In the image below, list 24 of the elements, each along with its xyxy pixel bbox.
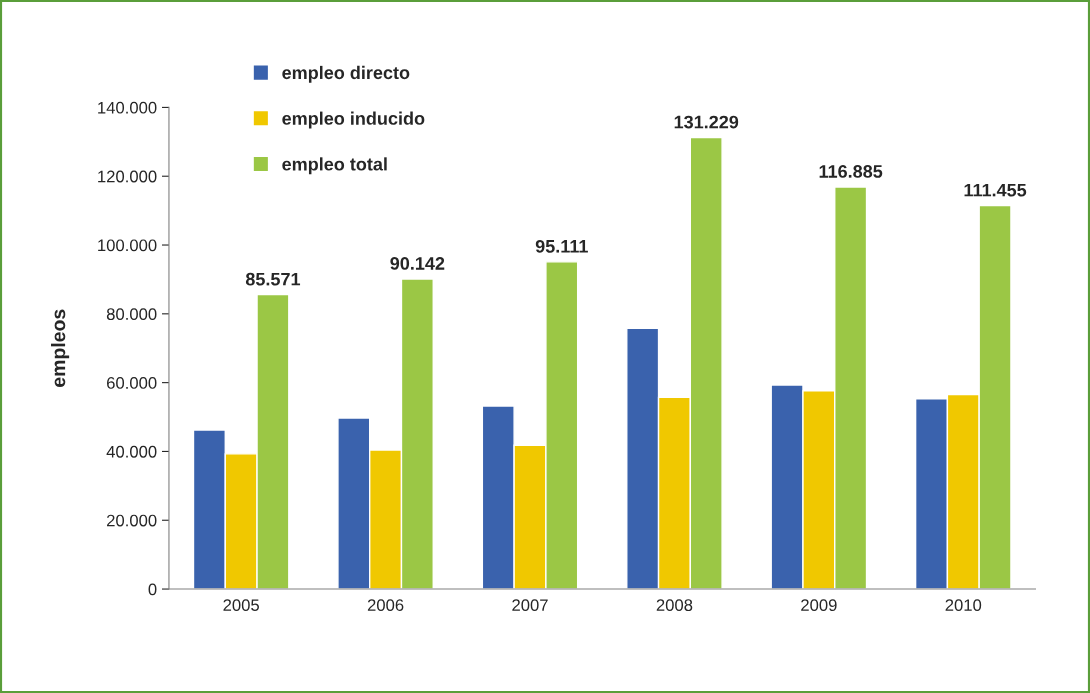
- x-tick-label: 2008: [656, 599, 693, 612]
- y-tick-label: 20.000: [107, 514, 157, 527]
- x-tick-label: 2007: [512, 599, 548, 612]
- data-label: 131.229: [674, 115, 739, 129]
- data-label: 90.142: [390, 257, 445, 270]
- y-tick-label: 140.000: [98, 101, 157, 114]
- y-tick-label: 40.000: [106, 445, 157, 458]
- y-tick-label: 0: [148, 583, 157, 596]
- y-axis-title: empleos: [51, 309, 70, 387]
- legend-label: empleo directo: [282, 65, 410, 83]
- data-label: 116.885: [819, 165, 883, 178]
- y-tick-label: 100.000: [98, 239, 157, 252]
- x-tick-label: 2006: [367, 599, 404, 612]
- x-tick-label: 2005: [223, 599, 259, 612]
- y-tick-label: 80.000: [106, 308, 157, 321]
- x-tick-label: 2009: [801, 599, 837, 612]
- data-label: 85.571: [245, 272, 301, 286]
- legend-label: empleo total: [282, 157, 387, 175]
- y-tick-label: 120.000: [98, 170, 157, 183]
- data-label: 111.455: [964, 183, 1027, 197]
- legend-label: empleo inducido: [282, 111, 425, 129]
- data-label: 95.111: [535, 239, 588, 253]
- x-tick-label: 2010: [945, 599, 982, 612]
- y-tick-label: 60.000: [107, 377, 157, 389]
